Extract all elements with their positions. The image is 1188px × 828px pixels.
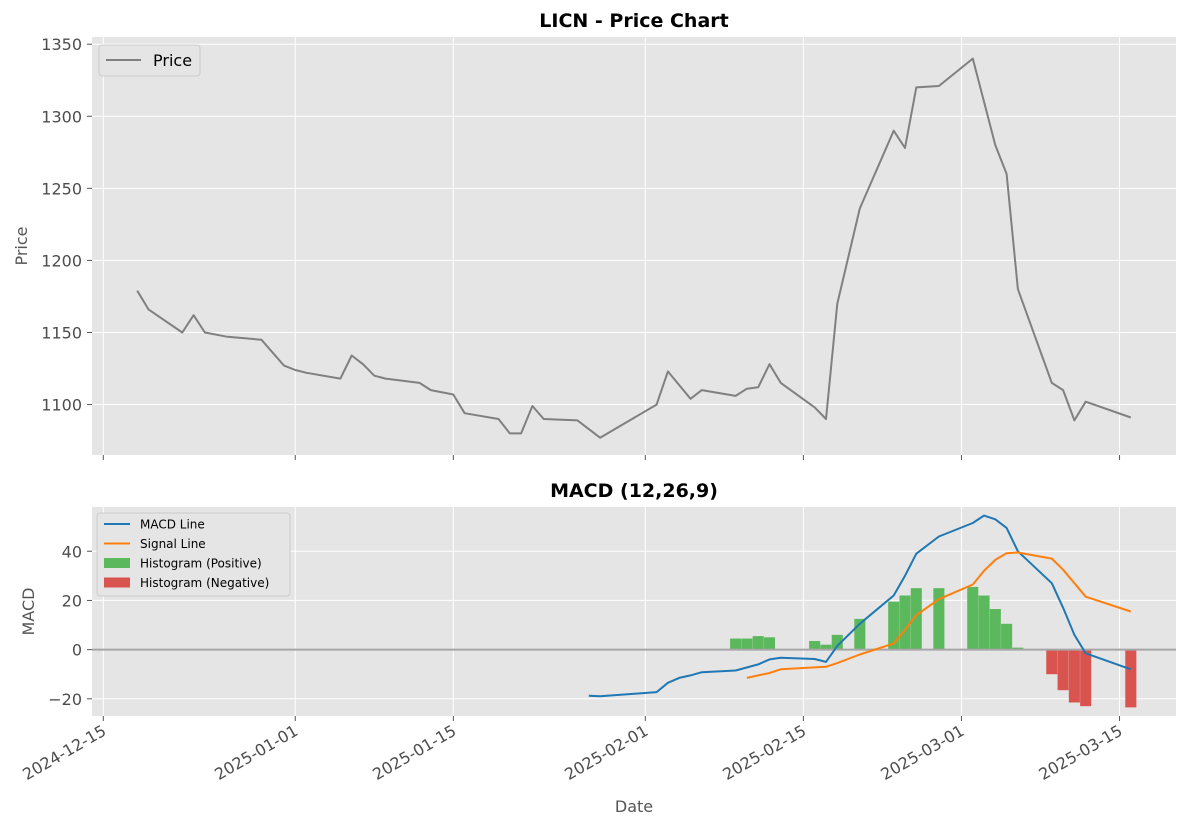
histogram-negative-bar — [1080, 649, 1092, 707]
price-marks — [136, 57, 1132, 439]
price-y-tick-label: 1100 — [41, 396, 82, 415]
macd-y-axis-label: MACD — [19, 588, 38, 636]
histogram-positive-bar — [910, 588, 922, 650]
histogram-positive-bar — [989, 609, 1001, 650]
x-tick-label: 2025-03-15 — [1036, 721, 1126, 784]
macd-legend-box — [96, 512, 291, 597]
x-tick-label: 2025-03-01 — [877, 721, 967, 784]
histogram-positive-bar — [978, 595, 990, 650]
histogram-positive-bar — [741, 638, 753, 650]
x-axis-label: Date — [615, 797, 653, 816]
signal-line-path — [746, 551, 1132, 679]
macd-line-path — [588, 514, 1132, 698]
histogram-positive-bar — [809, 641, 821, 650]
macd-y-tick-label: 40 — [62, 542, 82, 561]
x-tick-label: 2025-01-01 — [211, 721, 301, 784]
price-y-tick-label: 1150 — [41, 323, 82, 342]
histogram-positive-bar — [752, 636, 764, 650]
price-legend-label: Price — [153, 51, 192, 70]
histogram-positive-bar — [899, 595, 911, 650]
histogram-positive-bar — [820, 644, 832, 650]
macd-legend-label: Signal Line — [140, 537, 206, 551]
price-chart-panel: 1100 1150 1200 1250 1300 1350 LICN - Price Ch… — [12, 10, 1176, 460]
macd-legend: MACD Line Signal Line Histogram (Positive)… — [96, 512, 291, 597]
price-plot-area — [92, 37, 1176, 455]
histogram-positive-bar — [831, 634, 843, 650]
histogram-positive-bar — [1001, 623, 1013, 650]
histogram-positive-bar — [967, 586, 979, 650]
macd-y-tick-label: −20 — [48, 690, 82, 709]
price-y-axis-label: Price — [12, 226, 31, 265]
histogram-positive-bar — [730, 638, 742, 650]
histogram-positive-bar — [933, 588, 945, 650]
price-y-tick-label: 1300 — [41, 107, 82, 126]
macd-legend-swatch-histogram-negative — [104, 577, 130, 588]
histogram-negative-bar — [1068, 649, 1080, 703]
price-axes: 1100 1150 1200 1250 1300 1350 — [41, 35, 1121, 460]
macd-legend-label: MACD Line — [140, 518, 205, 532]
x-tick-label: 2024-12-15 — [19, 721, 109, 784]
price-chart-title: LICN - Price Chart — [539, 10, 728, 32]
x-tick-label: 2025-01-15 — [369, 721, 459, 784]
price-y-tick-label: 1200 — [41, 251, 82, 270]
price-y-tick-label: 1250 — [41, 179, 82, 198]
x-tick-label: 2025-02-01 — [561, 721, 651, 784]
histogram-positive-bar — [888, 601, 900, 650]
macd-y-tick-label: 20 — [62, 591, 82, 610]
macd-legend-label: Histogram (Positive) — [140, 557, 262, 571]
macd-legend-label: Histogram (Negative) — [140, 576, 269, 590]
price-legend-box — [98, 44, 201, 77]
histogram-positive-bar — [763, 637, 776, 650]
histogram-negative-bar — [1057, 649, 1069, 691]
x-tick-label: 2025-02-15 — [719, 721, 809, 784]
price-y-tick-label: 1350 — [41, 35, 82, 54]
histogram-positive-bar — [854, 618, 866, 650]
price-line-price — [136, 57, 1132, 439]
price-gridlines — [92, 37, 1176, 455]
price-legend: Price — [98, 44, 201, 77]
histogram-negative-bar — [1046, 649, 1058, 675]
macd-chart-title: MACD (12,26,9) — [550, 480, 718, 502]
macd-chart-panel: −20 0 20 40 2024-12-15 2025-01-01 2025-01-15 20… — [19, 480, 1176, 816]
macd-legend-swatch-histogram-positive — [104, 558, 130, 568]
macd-y-tick-label: 0 — [72, 641, 82, 660]
macd-marks — [92, 514, 1176, 708]
histogram-negative-bar — [1125, 649, 1137, 708]
